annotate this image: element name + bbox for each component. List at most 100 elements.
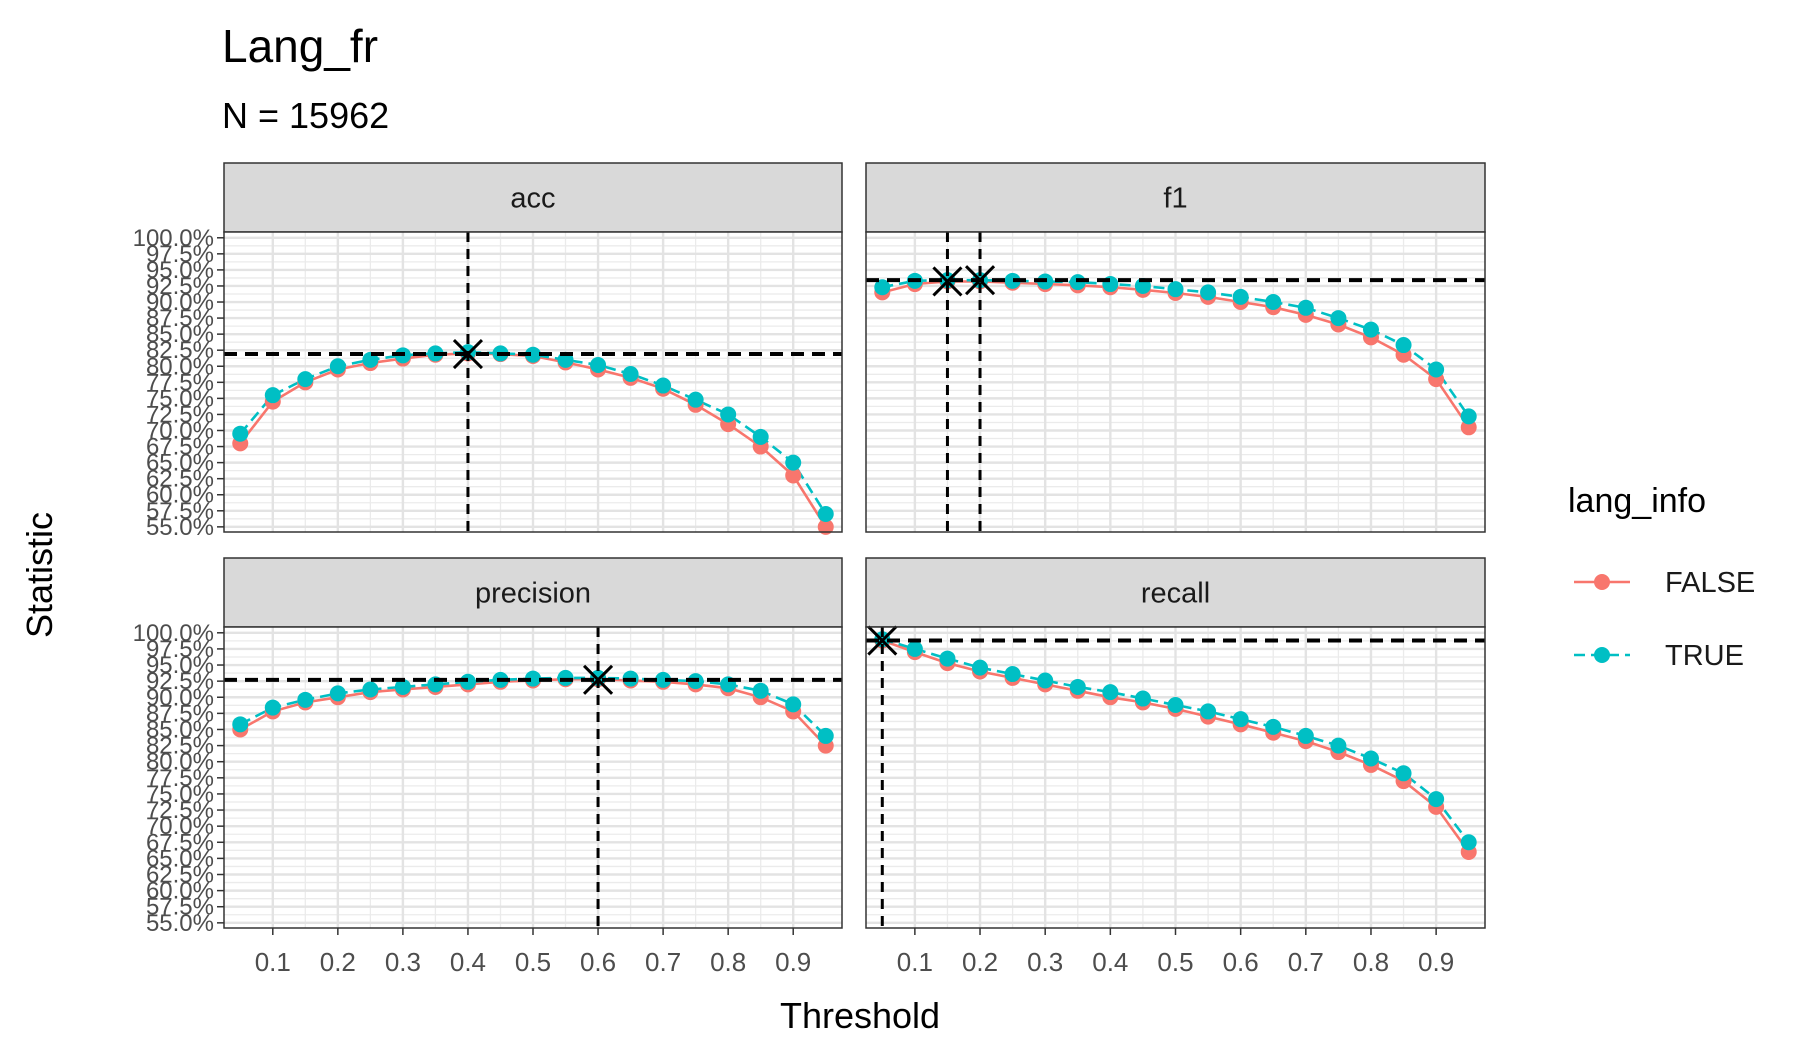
best-marker-x: [964, 265, 996, 296]
data-point-true: [752, 682, 769, 699]
data-point-false: [817, 518, 834, 535]
y-tick-label: 100.0%: [133, 225, 214, 252]
data-point-true: [1395, 765, 1412, 782]
x-tick-label: 0.6: [1223, 947, 1259, 977]
y-tick-label: 75.0%: [146, 385, 214, 412]
data-point-true: [297, 371, 314, 388]
y-tick-label: 60.0%: [146, 482, 214, 509]
y-tick-label: 95.0%: [146, 652, 214, 679]
data-point-false: [785, 467, 802, 484]
x-tick-label: 0.4: [1092, 947, 1128, 977]
data-point-true: [1069, 678, 1086, 695]
x-tick-label: 0.1: [897, 947, 933, 977]
data-point-true: [1232, 288, 1249, 305]
data-point-true: [1362, 321, 1379, 338]
best-marker-x: [932, 266, 963, 297]
y-tick-label: 55.0%: [146, 514, 214, 541]
data-point-true: [1102, 684, 1119, 701]
y-tick-label: 90.0%: [146, 684, 214, 711]
data-point-true: [687, 391, 704, 408]
y-tick-label: 65.0%: [146, 450, 214, 477]
x-tick-label: 0.5: [515, 947, 551, 977]
y-tick-label: 100.0%: [133, 620, 214, 647]
data-point-true: [1232, 711, 1249, 728]
data-point-true: [525, 346, 541, 363]
x-tick-label: 0.9: [775, 947, 811, 977]
y-tick-label: 77.5%: [146, 765, 214, 792]
data-point-true: [1297, 727, 1314, 744]
data-point-true: [1167, 281, 1184, 298]
data-point-true: [590, 356, 607, 373]
facet-precision: precision55.0%57.5%60.0%62.5%65.0%67.5%7…: [133, 557, 843, 977]
strip-acc: [223, 162, 843, 233]
legend-key-point: [1594, 647, 1610, 663]
y-tick-label: 82.5%: [146, 733, 214, 760]
strip-label-f1: f1: [1163, 183, 1187, 215]
strip-recall: [865, 557, 1486, 628]
y-axis-title: Statistic: [19, 512, 60, 638]
facet-f1: f1: [865, 162, 1486, 533]
data-point-true: [1460, 408, 1477, 425]
y-tick-label: 92.5%: [146, 273, 214, 300]
data-point-true: [1428, 791, 1445, 808]
data-point-true: [362, 681, 379, 698]
strip-precision: [223, 557, 843, 628]
data-point-true: [817, 727, 834, 744]
y-tick-label: 97.5%: [146, 241, 214, 268]
data-point-true: [394, 678, 411, 695]
y-tick-label: 97.5%: [146, 636, 214, 663]
x-tick-label: 0.3: [1027, 947, 1063, 977]
data-point-true: [906, 640, 923, 657]
panel-border: [865, 231, 1486, 533]
data-point-true: [874, 279, 891, 296]
y-tick-label: 92.5%: [146, 668, 214, 695]
data-point-true: [525, 670, 541, 687]
x-tick-label: 0.8: [710, 947, 746, 977]
data-point-true: [1200, 284, 1217, 301]
strip-label-recall: recall: [1141, 578, 1210, 610]
data-point-true: [817, 506, 834, 523]
legend-item-true: TRUE: [1574, 640, 1744, 672]
x-tick-label: 0.2: [320, 947, 356, 977]
y-tick-label: 80.0%: [146, 353, 214, 380]
y-tick-label: 62.5%: [146, 466, 214, 493]
y-tick-label: 85.0%: [146, 716, 214, 743]
x-axis-title: Threshold: [780, 995, 940, 1036]
data-point-true: [264, 699, 281, 716]
strip-label-precision: precision: [475, 578, 591, 610]
data-point-true: [655, 671, 672, 688]
y-tick-label: 77.5%: [146, 369, 214, 396]
legend-item-false: FALSE: [1574, 567, 1755, 599]
data-point-true: [1330, 310, 1347, 327]
strip-f1: [865, 162, 1486, 233]
data-point-true: [1004, 666, 1021, 683]
x-tick-label: 0.7: [645, 947, 681, 977]
y-tick-label: 60.0%: [146, 878, 214, 905]
data-point-true: [1265, 294, 1282, 311]
y-tick-label: 57.5%: [146, 498, 214, 525]
data-point-true: [232, 716, 249, 733]
chart-subtitle: N = 15962: [222, 95, 389, 136]
x-tick-label: 0.2: [962, 947, 998, 977]
x-tick-label: 0.1: [255, 947, 291, 977]
data-point-true: [1200, 703, 1217, 720]
legend-key-point: [1594, 574, 1610, 590]
chart-title: Lang_fr: [222, 20, 378, 72]
data-point-true: [752, 428, 769, 445]
y-tick-label: 90.0%: [146, 289, 214, 316]
x-tick-label: 0.3: [385, 947, 421, 977]
facet-acc: acc 55.0%57.5%60.0%62.5%65.0%67.5%70.0%72…: [133, 162, 843, 541]
data-point-true: [1134, 690, 1151, 707]
data-point-true: [1330, 737, 1347, 754]
x-tick-label: 0.6: [580, 947, 616, 977]
legend-title: lang_info: [1568, 482, 1706, 520]
data-point-true: [1167, 696, 1184, 713]
y-tick-label: 57.5%: [146, 894, 214, 921]
legend: lang_info FALSE TRUE: [1568, 482, 1755, 672]
y-tick-label: 65.0%: [146, 845, 214, 872]
y-tick-label: 72.5%: [146, 401, 214, 428]
data-point-true: [1395, 337, 1412, 354]
y-tick-label: 55.0%: [146, 910, 214, 937]
strip-label-acc: acc: [510, 183, 555, 215]
facet-recall: recall 0.1 0.2 0.3 0.4 0.5 0.6 0.7 0.8 0.9: [865, 557, 1486, 977]
